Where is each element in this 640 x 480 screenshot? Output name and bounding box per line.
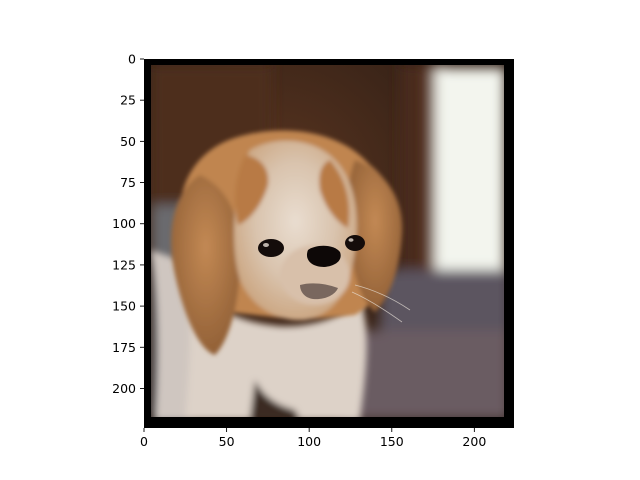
y-tick-label: 150 <box>112 299 136 314</box>
x-tick-label: 0 <box>140 434 148 449</box>
y-tick-label: 25 <box>120 93 136 108</box>
dog-nose <box>306 245 341 267</box>
x-axis: 0 50 100 150 200 <box>140 428 486 449</box>
y-tick-label: 50 <box>120 134 136 149</box>
dog-left-eye <box>258 239 284 257</box>
y-tick-label: 75 <box>120 175 136 190</box>
x-tick-label: 200 <box>462 434 486 449</box>
x-tick-label: 150 <box>380 434 404 449</box>
y-axis: 0 25 50 75 100 125 150 175 200 <box>112 52 144 396</box>
dog-photo <box>151 65 504 417</box>
y-tick-label: 100 <box>112 216 136 231</box>
y-tick-label: 125 <box>112 257 136 272</box>
x-tick-label: 100 <box>297 434 321 449</box>
dog-right-eye <box>345 235 365 251</box>
y-tick-label: 175 <box>112 340 136 355</box>
x-tick-label: 50 <box>219 434 235 449</box>
y-tick-label: 0 <box>128 52 136 67</box>
y-tick-label: 200 <box>112 381 136 396</box>
